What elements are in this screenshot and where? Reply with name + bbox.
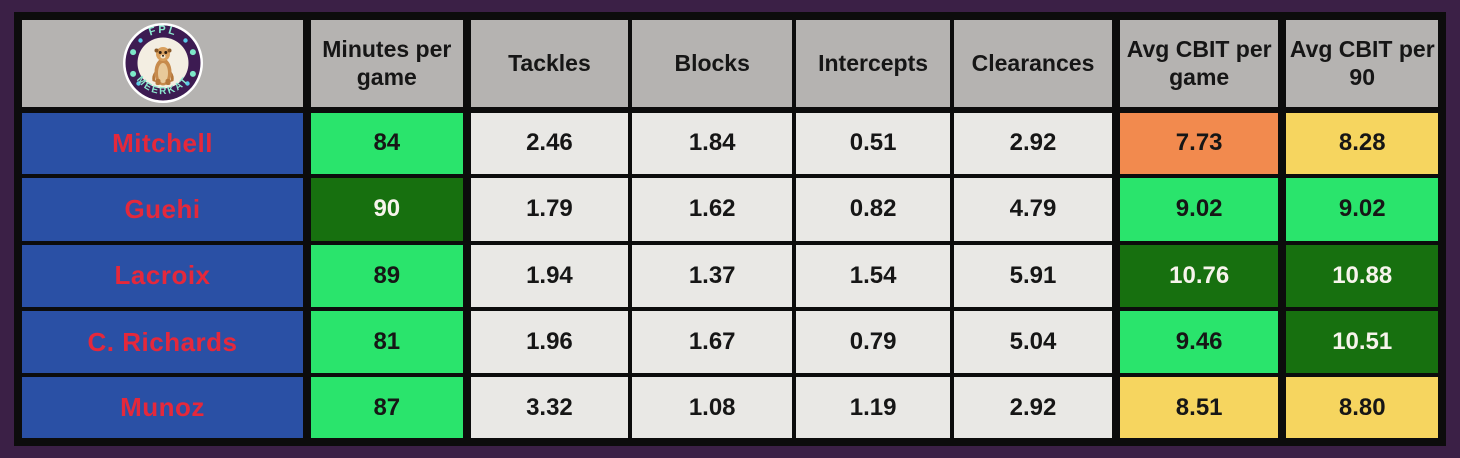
avg-cbit-per-90-cell: 8.80 bbox=[1278, 373, 1444, 444]
column-header-clearances: Clearances bbox=[950, 14, 1118, 113]
clearances-cell: 4.79 bbox=[950, 174, 1118, 245]
column-header-tackles: Tackles bbox=[462, 14, 633, 113]
logo-cell: FPL MEERKAT bbox=[15, 14, 310, 113]
player-name-cell: Lacroix bbox=[15, 240, 310, 312]
table-row-c-richards: C. Richards 81 1.96 1.67 0.79 5.04 9.46 … bbox=[15, 307, 1444, 378]
logo-badge: FPL MEERKAT bbox=[22, 22, 303, 104]
intercepts-cell: 1.19 bbox=[792, 373, 955, 444]
clearances-cell: 5.91 bbox=[950, 240, 1118, 312]
minutes-cell: 84 bbox=[303, 107, 469, 179]
column-header-avg-cbit-per-game: Avg CBIT per game bbox=[1111, 14, 1285, 113]
table-row-munoz: Munoz 87 3.32 1.08 1.19 2.92 8.51 8.80 bbox=[15, 373, 1444, 444]
tackles-cell: 3.32 bbox=[462, 373, 633, 444]
meerkat-icon bbox=[151, 47, 174, 86]
intercepts-cell: 0.79 bbox=[792, 307, 955, 378]
intercepts-cell: 1.54 bbox=[792, 240, 955, 312]
minutes-cell: 89 bbox=[303, 240, 469, 312]
blocks-cell: 1.84 bbox=[628, 107, 797, 179]
table-row-lacroix: Lacroix 89 1.94 1.37 1.54 5.91 10.76 10.… bbox=[15, 240, 1444, 312]
minutes-cell: 90 bbox=[303, 174, 469, 245]
column-header-intercepts: Intercepts bbox=[792, 14, 955, 113]
defensive-stats-table: FPL MEERKAT bbox=[14, 12, 1446, 446]
avg-cbit-per-90-cell: 8.28 bbox=[1278, 107, 1444, 179]
clearances-cell: 2.92 bbox=[950, 373, 1118, 444]
minutes-cell: 81 bbox=[303, 307, 469, 378]
column-header-avg-cbit-per-90: Avg CBIT per 90 bbox=[1278, 14, 1444, 113]
player-name-cell: Munoz bbox=[15, 373, 310, 444]
avg-cbit-per-90-cell: 10.88 bbox=[1278, 240, 1444, 312]
blocks-cell: 1.08 bbox=[628, 373, 797, 444]
column-header-minutes: Minutes per game bbox=[303, 14, 469, 113]
column-header-blocks: Blocks bbox=[628, 14, 797, 113]
avg-cbit-per-game-cell: 8.51 bbox=[1111, 373, 1285, 444]
blocks-cell: 1.37 bbox=[628, 240, 797, 312]
avg-cbit-per-game-cell: 9.46 bbox=[1111, 307, 1285, 378]
player-name-cell: Mitchell bbox=[15, 107, 310, 179]
player-name-cell: C. Richards bbox=[15, 307, 310, 378]
avg-cbit-per-game-cell: 10.76 bbox=[1111, 240, 1285, 312]
player-name-cell: Guehi bbox=[15, 174, 310, 245]
avg-cbit-per-90-cell: 9.02 bbox=[1278, 174, 1444, 245]
avg-cbit-per-game-cell: 7.73 bbox=[1111, 107, 1285, 179]
avg-cbit-per-90-cell: 10.51 bbox=[1278, 307, 1444, 378]
intercepts-cell: 0.51 bbox=[792, 107, 955, 179]
fpl-meerkat-logo-icon: FPL MEERKAT bbox=[122, 23, 203, 104]
blocks-cell: 1.62 bbox=[628, 174, 797, 245]
tackles-cell: 1.94 bbox=[462, 240, 633, 312]
clearances-cell: 5.04 bbox=[950, 307, 1118, 378]
intercepts-cell: 0.82 bbox=[792, 174, 955, 245]
table-row-mitchell: Mitchell 84 2.46 1.84 0.51 2.92 7.73 8.2… bbox=[15, 107, 1444, 179]
tackles-cell: 2.46 bbox=[462, 107, 633, 179]
tackles-cell: 1.96 bbox=[462, 307, 633, 378]
minutes-cell: 87 bbox=[303, 373, 469, 444]
tackles-cell: 1.79 bbox=[462, 174, 633, 245]
table-row-guehi: Guehi 90 1.79 1.62 0.82 4.79 9.02 9.02 bbox=[15, 174, 1444, 245]
blocks-cell: 1.67 bbox=[628, 307, 797, 378]
avg-cbit-per-game-cell: 9.02 bbox=[1111, 174, 1285, 245]
clearances-cell: 2.92 bbox=[950, 107, 1118, 179]
logo-dots bbox=[129, 38, 196, 87]
header-row: FPL MEERKAT bbox=[15, 14, 1444, 113]
